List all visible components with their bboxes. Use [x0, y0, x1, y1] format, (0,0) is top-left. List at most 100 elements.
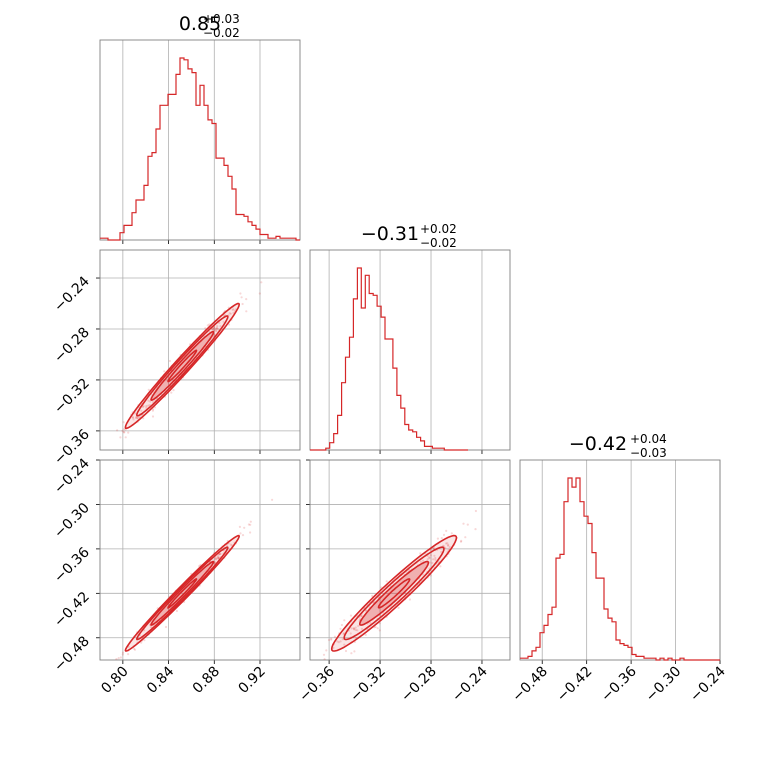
sample-point	[446, 542, 449, 545]
sample-point	[239, 532, 242, 535]
scatter-group-0	[99, 281, 263, 454]
sample-point	[168, 359, 171, 363]
title-param-2-sub: −0.03	[630, 446, 667, 460]
title-param-1: −0.31	[361, 223, 419, 245]
sample-point	[442, 544, 445, 547]
ytick-label-1-1: −0.32	[51, 375, 93, 417]
title-param-1-sup: +0.02	[420, 222, 457, 236]
xtick-label-1-3: −0.24	[449, 663, 491, 705]
sample-point	[219, 552, 222, 555]
sample-point	[325, 649, 328, 652]
sample-point	[333, 635, 336, 638]
sample-point	[132, 418, 135, 421]
sample-point	[147, 388, 150, 391]
contour-3	[124, 534, 241, 652]
sample-point	[215, 558, 218, 561]
sample-point	[429, 554, 432, 557]
sample-point	[136, 416, 139, 420]
sample-point	[131, 416, 134, 419]
frame-2-2	[519, 459, 721, 661]
sample-point	[116, 429, 119, 432]
sample-point	[336, 640, 339, 643]
sample-point	[151, 409, 154, 412]
frame-2-1	[309, 459, 511, 661]
sample-point	[145, 406, 148, 409]
sample-point	[98, 674, 100, 676]
density-fill-inner	[151, 331, 214, 401]
sample-point	[118, 659, 120, 660]
sample-point	[349, 632, 352, 635]
sample-point	[432, 558, 435, 561]
sample-point	[100, 669, 102, 671]
xtick-label-0-0: 0.80	[98, 664, 131, 697]
ytick-label-1-2: −0.28	[51, 325, 93, 367]
contour-2	[343, 546, 445, 641]
sample-point	[446, 544, 450, 547]
sample-point	[352, 627, 355, 630]
sample-point	[330, 638, 333, 641]
ytick-label-2-2: −0.36	[51, 544, 93, 586]
sample-point	[332, 646, 335, 650]
histogram-param-2	[520, 477, 720, 661]
density-fill-outer	[331, 535, 457, 651]
sample-point	[445, 542, 448, 545]
sample-point	[216, 554, 219, 558]
sample-point	[378, 629, 381, 632]
sample-point	[431, 561, 434, 565]
sample-point	[127, 431, 130, 434]
sample-point	[360, 627, 364, 631]
contour-0	[167, 578, 198, 609]
sample-point	[354, 626, 357, 629]
sample-point	[151, 415, 155, 418]
sample-point	[140, 409, 143, 412]
xtick-label-2-3: −0.30	[643, 664, 685, 706]
sample-point	[337, 641, 340, 644]
sample-point	[216, 325, 219, 328]
sample-point	[385, 580, 388, 583]
sample-point	[136, 417, 139, 420]
sample-point	[356, 629, 359, 632]
sample-point	[350, 627, 353, 630]
sample-point	[111, 668, 113, 670]
sample-point	[421, 559, 425, 562]
contour-1	[358, 560, 430, 626]
sample-point	[371, 594, 374, 598]
sample-point	[134, 416, 137, 420]
sample-point	[222, 320, 225, 323]
sample-point	[428, 556, 431, 559]
sample-point	[106, 672, 108, 674]
sample-point	[258, 292, 261, 295]
contour-3	[330, 534, 458, 652]
sample-point	[323, 658, 326, 660]
sample-point	[440, 537, 443, 540]
sample-point	[149, 400, 152, 403]
contour-1	[150, 560, 215, 627]
sample-point	[219, 325, 222, 328]
sample-point	[142, 405, 145, 408]
panel-1-0	[96, 249, 301, 454]
sample-point	[218, 553, 221, 556]
sample-point	[121, 429, 124, 432]
sample-point	[121, 651, 125, 654]
sample-point	[122, 421, 125, 424]
sample-point	[447, 543, 450, 547]
contour-0	[377, 578, 411, 609]
title-param-0: 0.85	[179, 13, 221, 35]
sample-point	[148, 404, 151, 407]
sample-point	[450, 532, 453, 535]
title-param-0-sup: +0.03	[203, 12, 240, 26]
sample-point	[474, 528, 477, 531]
sample-point	[133, 648, 137, 651]
sample-point	[99, 452, 101, 454]
sample-point	[357, 624, 360, 628]
title-param-2-sup: +0.04	[630, 432, 667, 446]
sample-point	[214, 556, 217, 560]
histogram-param-1	[310, 267, 468, 451]
sample-point	[241, 302, 244, 306]
ytick-label-1-3: −0.24	[51, 273, 93, 315]
contour-3	[124, 302, 241, 430]
sample-point	[369, 622, 372, 625]
sample-point	[349, 614, 353, 617]
sample-point	[212, 328, 215, 331]
